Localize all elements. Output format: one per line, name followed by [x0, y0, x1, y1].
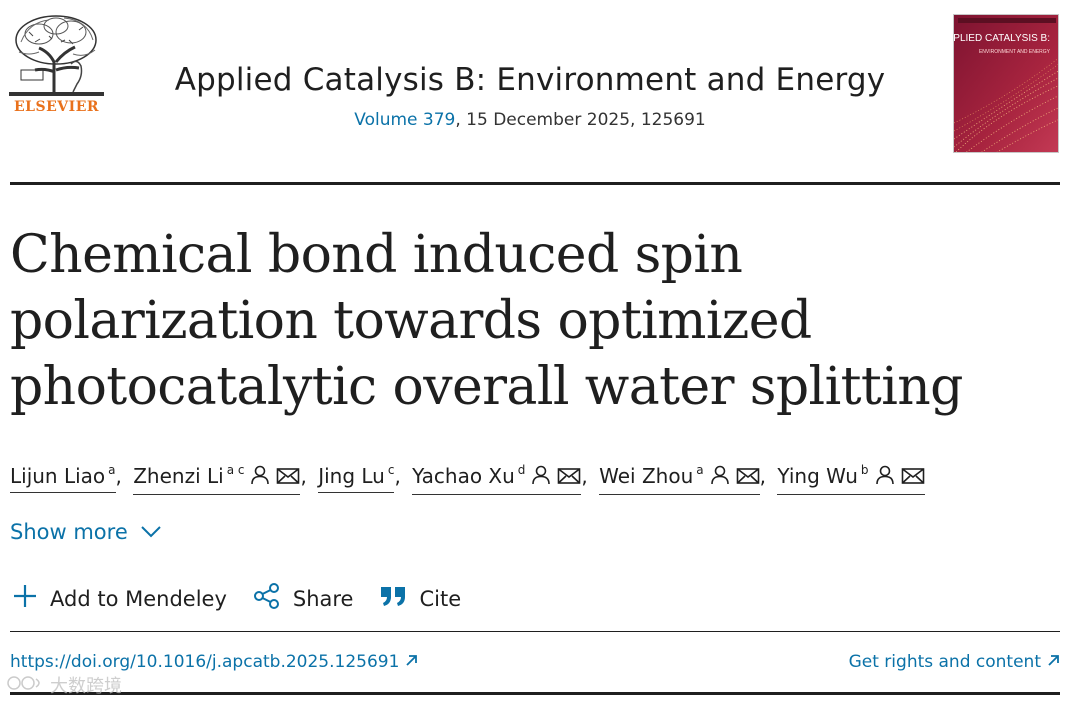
author-affiliation: a — [108, 463, 116, 477]
journal-cover[interactable]: APPLIED CATALYSIS B: ENVIRONMENT AND ENE… — [953, 14, 1059, 153]
author-entry: Yachao Xu d, — [412, 463, 593, 495]
watermark: 大数跨境 — [6, 672, 122, 698]
author-separator: , — [394, 464, 401, 488]
author-link-1[interactable]: Lijun Liao a — [10, 455, 116, 493]
author-name: Zhenzi Li — [133, 464, 224, 488]
article-actions: Add to Mendeley Share Cite — [12, 582, 487, 615]
elsevier-logo[interactable]: ELSEVIER — [9, 12, 104, 120]
add-to-mendeley-button[interactable]: Add to Mendeley — [12, 583, 227, 614]
publisher-name: ELSEVIER — [13, 99, 99, 115]
journal-title[interactable]: Applied Catalysis B: Environment and Ene… — [174, 62, 886, 98]
article-title: Chemical bond induced spin polarization … — [10, 225, 963, 417]
show-more-label: Show more — [10, 520, 128, 544]
author-name: Wei Zhou — [599, 464, 694, 488]
journal-header: Applied Catalysis B: Environment and Ene… — [110, 60, 950, 130]
author-link-3[interactable]: Jing Lu c — [318, 455, 395, 493]
author-name: Lijun Liao — [10, 464, 106, 488]
external-arrow-icon — [1047, 652, 1060, 672]
author-entry: Zhenzi Li a c, — [133, 463, 312, 495]
author-name: Ying Wu — [777, 464, 858, 488]
author-affiliation: c — [387, 463, 395, 477]
email-icon — [557, 463, 581, 493]
external-arrow-icon — [405, 652, 418, 672]
get-rights-text: Get rights and content — [848, 652, 1041, 672]
email-icon — [276, 463, 300, 493]
plus-icon — [12, 583, 38, 614]
author-name: Yachao Xu — [412, 464, 515, 488]
watermark-text: 大数跨境 — [50, 676, 122, 697]
doi-link[interactable]: https://doi.org/10.1016/j.apcatb.2025.12… — [10, 652, 418, 672]
author-separator: , — [759, 464, 766, 488]
cite-label: Cite — [419, 586, 462, 611]
volume-link[interactable]: Volume 379 — [354, 110, 456, 130]
author-link-4[interactable]: Yachao Xu d — [412, 455, 582, 495]
author-affiliation: a c — [226, 463, 245, 477]
author-list: Lijun Liao a, Zhenzi Li a c, Jing Lu c, Yac… — [10, 455, 1065, 495]
author-separator: , — [581, 464, 588, 488]
cover-title: APPLIED CATALYSIS B: — [954, 33, 1050, 44]
author-separator: , — [115, 464, 122, 488]
share-label: Share — [292, 586, 354, 611]
author-separator: , — [300, 464, 307, 488]
author-entry: Wei Zhou a, — [599, 463, 771, 495]
cover-subtitle: ENVIRONMENT AND ENERGY — [979, 49, 1051, 55]
person-icon — [709, 463, 731, 493]
footer-divider — [10, 692, 1060, 695]
get-rights-link[interactable]: Get rights and content — [849, 652, 1060, 672]
person-icon — [530, 463, 552, 493]
chevron-down-icon — [140, 520, 162, 544]
email-icon — [736, 463, 760, 493]
author-affiliation: a — [696, 463, 704, 477]
email-icon — [901, 463, 925, 493]
doi-text: https://doi.org/10.1016/j.apcatb.2025.12… — [10, 652, 400, 672]
cite-button[interactable]: Cite — [379, 584, 461, 613]
show-more-button[interactable]: Show more — [10, 520, 162, 544]
header-divider — [10, 182, 1060, 185]
watermark-logo-icon — [6, 673, 46, 698]
person-icon — [874, 463, 896, 493]
elsevier-tree-logo-icon — [9, 12, 104, 96]
actions-divider — [10, 631, 1060, 632]
issue-date: , 15 December 2025, 125691 — [455, 110, 706, 130]
author-affiliation: d — [517, 463, 526, 477]
author-link-2[interactable]: Zhenzi Li a c — [133, 455, 301, 495]
author-affiliation: b — [860, 463, 869, 477]
author-entry: Ying Wu b — [777, 463, 929, 495]
share-icon — [253, 582, 281, 615]
author-name: Jing Lu — [318, 464, 385, 488]
author-entry: Jing Lu c, — [318, 463, 406, 493]
author-link-5[interactable]: Wei Zhou a — [599, 455, 760, 495]
person-icon — [249, 463, 271, 493]
author-link-6[interactable]: Ying Wu b — [777, 455, 925, 495]
share-button[interactable]: Share — [253, 582, 354, 615]
author-entry: Lijun Liao a, — [10, 463, 127, 493]
journal-cover-art: APPLIED CATALYSIS B: ENVIRONMENT AND ENE… — [954, 15, 1058, 152]
add-to-mendeley-label: Add to Mendeley — [50, 586, 227, 611]
quote-icon — [379, 584, 407, 613]
issue-line: Volume 379, 15 December 2025, 125691 — [110, 110, 950, 130]
